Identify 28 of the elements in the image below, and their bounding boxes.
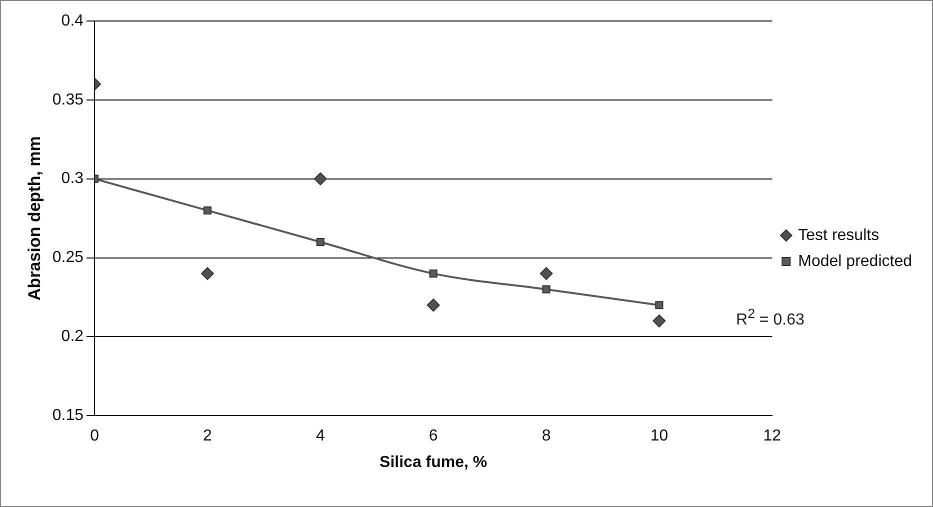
point (540, 267, 553, 280)
annotation: R$^{2}$ = 0.63 (736, 306, 804, 330)
point (652, 314, 666, 328)
y-axis-title: Abrasion depth, mm (24, 136, 44, 300)
point (429, 270, 438, 278)
x-tick-label: 8 (542, 428, 551, 445)
x-tick-label: 6 (428, 428, 438, 445)
x-tick-label: 4 (316, 428, 325, 445)
point (200, 267, 214, 280)
x-tick-label: 2 (203, 428, 212, 445)
point (426, 298, 440, 312)
y-tick-label: 0.25 (52, 249, 84, 266)
legend-label: Test results (798, 226, 880, 244)
y-tick-label: 0.15 (52, 407, 84, 424)
point (655, 301, 664, 310)
point (316, 238, 324, 246)
point (314, 172, 327, 186)
x-tick-label: 12 (763, 428, 782, 445)
y-tick-label: 0.3 (61, 170, 84, 188)
point (542, 285, 550, 294)
y-tick-label: 0.35 (52, 91, 84, 108)
x-tick-label: 0 (90, 428, 100, 445)
x-tick-label: 10 (650, 428, 668, 445)
y-tick-label: 0.4 (61, 12, 84, 30)
y-tick-label: 0.2 (61, 328, 84, 346)
x-axis-title: Silica fume, % (380, 454, 488, 471)
point (203, 206, 212, 214)
legend-label: Model predicted (798, 252, 912, 270)
